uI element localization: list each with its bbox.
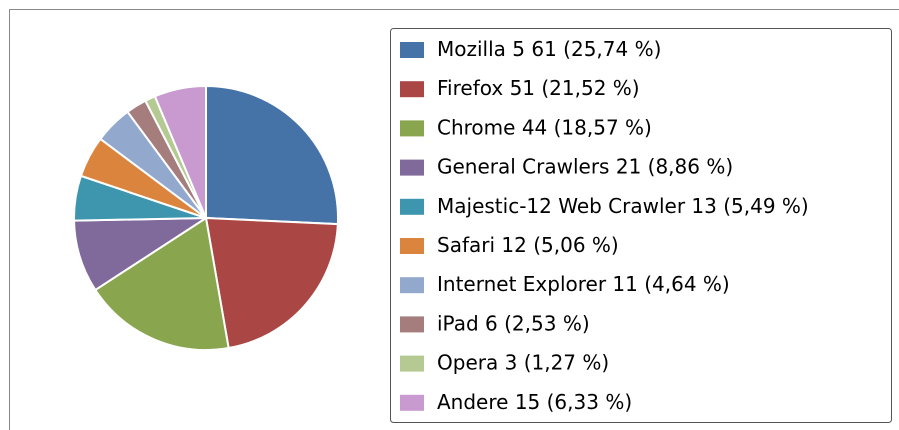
legend-name: General Crawlers: [437, 154, 609, 178]
legend-percent: (5,49 %): [723, 193, 809, 217]
legend-swatch: [400, 238, 424, 254]
legend-label: Majestic-12 Web Crawler 13 (5,49 %): [437, 193, 809, 217]
legend-value: 51: [510, 76, 535, 100]
legend-value: 12: [501, 233, 526, 257]
legend-value: 15: [515, 389, 540, 413]
legend-swatch: [400, 394, 424, 411]
legend-swatch: [400, 316, 424, 333]
legend-percent: (6,33 %): [547, 389, 633, 413]
legend-percent: (5,06 %): [533, 233, 619, 257]
legend-name: Internet Explorer: [437, 272, 607, 296]
pie-slice: [93, 216, 230, 351]
legend-name: Majestic-12 Web Crawler: [437, 193, 686, 217]
legend-swatch: [400, 42, 424, 58]
pie-slice: [204, 216, 339, 350]
legend-value: 44: [522, 115, 547, 139]
legend-percent: (2,53 %): [504, 311, 590, 335]
legend-name: Mozilla 5: [437, 37, 525, 61]
legend-label: Internet Explorer 11 (4,64 %): [437, 272, 730, 296]
legend-label: iPad 6 (2,53 %): [437, 311, 590, 335]
pie-slice: [153, 84, 207, 219]
legend-name: Andere: [437, 389, 508, 413]
legend-label: Firefox 51 (21,52 %): [437, 76, 640, 100]
legend-swatch: [400, 198, 424, 215]
legend-percent: (18,57 %): [554, 115, 652, 139]
legend-label: Mozilla 5 61 (25,74 %): [437, 37, 661, 61]
legend-value: 61: [531, 37, 556, 61]
legend-percent: (8,86 %): [648, 154, 734, 178]
legend-swatch: [400, 355, 424, 372]
legend-percent: (4,64 %): [644, 272, 730, 296]
legend-label: Andere 15 (6,33 %): [437, 389, 632, 413]
legend-percent: (21,52 %): [541, 76, 639, 100]
legend-box: [390, 28, 892, 423]
legend-value: 3: [505, 350, 518, 374]
legend-percent: (25,74 %): [563, 37, 661, 61]
legend-value: 13: [691, 193, 716, 217]
legend-swatch: [400, 120, 424, 137]
legend-label: General Crawlers 21 (8,86 %): [437, 154, 733, 178]
legend-value: 21: [616, 154, 641, 178]
legend-label: Chrome 44 (18,57 %): [437, 115, 652, 139]
legend-percent: (1,27 %): [524, 350, 610, 374]
legend-label: Safari 12 (5,06 %): [437, 233, 619, 257]
legend-swatch: [400, 277, 424, 294]
legend-name: Safari: [437, 233, 495, 257]
legend-name: Chrome: [437, 115, 515, 139]
legend-value: 11: [612, 272, 637, 296]
pie-slice: [205, 84, 339, 226]
legend-value: 6: [485, 311, 498, 335]
legend-swatch: [400, 159, 424, 176]
legend-name: Firefox: [437, 76, 503, 100]
legend-name: Opera: [437, 350, 498, 374]
legend-label: Opera 3 (1,27 %): [437, 350, 609, 374]
legend-name: iPad: [437, 311, 479, 335]
legend-swatch: [400, 81, 424, 98]
